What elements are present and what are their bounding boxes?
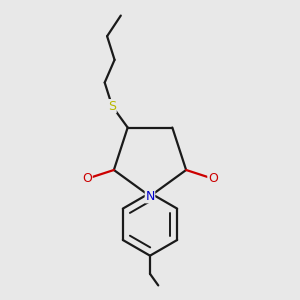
Text: O: O xyxy=(208,172,218,185)
Text: N: N xyxy=(145,190,155,203)
Text: S: S xyxy=(108,100,116,113)
Text: O: O xyxy=(82,172,92,185)
